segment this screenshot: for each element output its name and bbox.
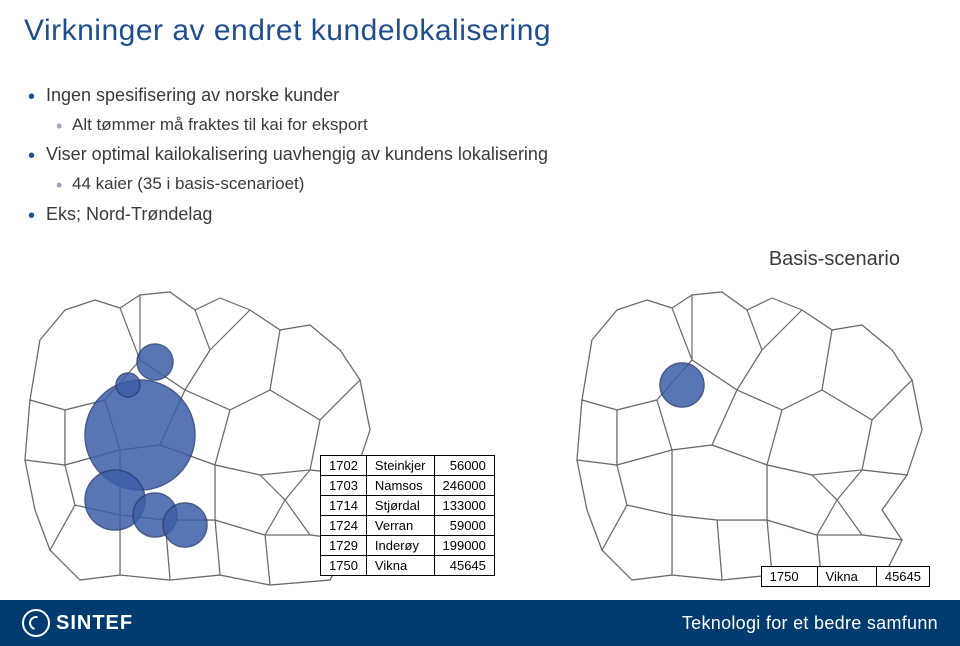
table-row: 1729Inderøy199000 bbox=[321, 536, 495, 556]
table-row: 1750Vikna45645 bbox=[321, 556, 495, 576]
footer-logo: SINTEF bbox=[22, 609, 133, 637]
data-table-right: 1750Vikna45645 bbox=[761, 566, 930, 587]
data-table-left: 1702Steinkjer560001703Namsos2460001714St… bbox=[320, 455, 495, 576]
bullet-item: Alt tømmer må fraktes til kai for ekspor… bbox=[20, 111, 548, 140]
table-row: 1750Vikna45645 bbox=[761, 567, 929, 587]
footer: SINTEF Teknologi for et bedre samfunn bbox=[0, 600, 960, 646]
table-row: 1724Verran59000 bbox=[321, 516, 495, 536]
map-right bbox=[562, 280, 932, 590]
sintef-logo-icon bbox=[22, 609, 50, 637]
footer-tagline: Teknologi for et bedre samfunn bbox=[682, 613, 938, 634]
table-row: 1703Namsos246000 bbox=[321, 476, 495, 496]
table-row: 1702Steinkjer56000 bbox=[321, 456, 495, 476]
footer-logo-text: SINTEF bbox=[56, 612, 133, 635]
table-row: 1714Stjørdal133000 bbox=[321, 496, 495, 516]
bullet-item: Ingen spesifisering av norske kunder bbox=[20, 80, 548, 111]
scenario-label: Basis-scenario bbox=[769, 248, 900, 271]
page-title: Virkninger av endret kundelokalisering bbox=[24, 14, 551, 48]
bullet-item: 44 kaier (35 i basis-scenarioet) bbox=[20, 170, 548, 199]
bullet-item: Eks; Nord-Trøndelag bbox=[20, 199, 548, 230]
bullet-list: Ingen spesifisering av norske kunderAlt … bbox=[20, 80, 548, 230]
bullet-item: Viser optimal kailokalisering uavhengig … bbox=[20, 139, 548, 170]
